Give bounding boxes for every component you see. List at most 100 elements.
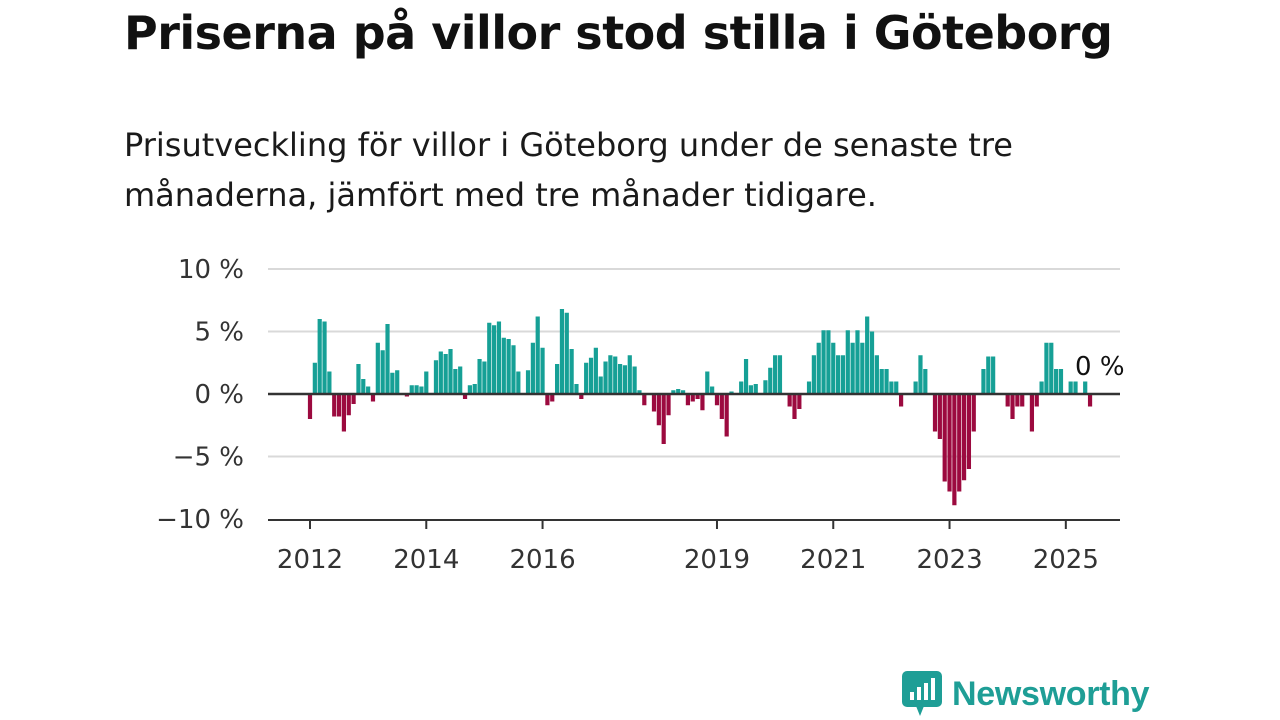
bar (865, 316, 870, 394)
bar (317, 319, 322, 394)
bar (773, 355, 778, 394)
bar (719, 394, 724, 419)
bar (1073, 381, 1078, 394)
bar (816, 342, 821, 394)
bar (433, 360, 439, 394)
bar (535, 316, 540, 394)
bar (492, 325, 497, 394)
bar (889, 381, 894, 394)
bar (957, 394, 962, 492)
bar (642, 394, 647, 406)
bar (608, 355, 613, 394)
bar (482, 361, 487, 394)
bar (550, 394, 555, 402)
bar (918, 355, 923, 394)
y-tick-label: 5 % (194, 318, 244, 348)
bar (836, 355, 841, 394)
bar (593, 347, 598, 394)
bar (821, 330, 826, 394)
bar (390, 372, 395, 394)
bar (792, 394, 797, 419)
bar (627, 355, 632, 394)
bar (351, 394, 356, 404)
bar (1058, 369, 1064, 394)
bar (898, 394, 904, 407)
bar (453, 369, 458, 394)
bar (438, 351, 443, 394)
bar (622, 365, 628, 394)
bar (385, 324, 390, 394)
bar (496, 321, 502, 394)
bar (690, 394, 695, 402)
bar (1083, 381, 1088, 394)
bar (443, 354, 448, 394)
bar (370, 394, 376, 402)
bar (501, 337, 506, 394)
bar (743, 359, 749, 394)
bar (777, 355, 783, 394)
y-tick-label: 10 % (178, 255, 244, 285)
bar (971, 394, 976, 432)
bar (356, 364, 361, 394)
newsworthy-logo: Newsworthy (902, 670, 1150, 718)
newsworthy-logo-text: Newsworthy (952, 674, 1150, 713)
bar (588, 357, 594, 394)
bar (1015, 394, 1020, 407)
bar (753, 384, 758, 394)
bar (680, 390, 686, 394)
bar (986, 356, 991, 394)
bar (671, 390, 676, 394)
bar (666, 394, 671, 416)
bar (850, 342, 855, 394)
bar (676, 389, 681, 394)
bar (811, 355, 816, 394)
bar (307, 394, 313, 419)
bar (380, 350, 385, 394)
bar (991, 356, 996, 394)
bar (710, 386, 715, 394)
bar (409, 385, 414, 394)
bar (1010, 394, 1015, 419)
bar (806, 381, 812, 394)
bar (705, 371, 710, 394)
bar (584, 362, 589, 394)
bar (346, 394, 351, 416)
bar (937, 394, 942, 439)
bar (332, 394, 337, 417)
x-tick-label: 2016 (509, 545, 575, 575)
bar (525, 370, 531, 394)
bar (739, 381, 744, 394)
x-tick-label: 2025 (1033, 545, 1099, 575)
bar (1029, 394, 1035, 432)
bar (695, 394, 700, 399)
bar (923, 369, 928, 394)
bar (579, 394, 584, 399)
bar (540, 347, 545, 394)
bar (651, 394, 657, 412)
bar (545, 394, 550, 406)
bar (840, 355, 846, 394)
chart-subtitle: Prisutveckling för villor i Göteborg und… (124, 126, 1013, 214)
bar (632, 366, 637, 394)
y-tick-label: −5 % (173, 443, 244, 473)
bar (613, 356, 618, 394)
bar (511, 345, 516, 394)
bar (487, 322, 492, 394)
bar (855, 330, 860, 394)
bar (419, 386, 424, 394)
bar (952, 394, 957, 506)
bar (797, 394, 802, 409)
bar (845, 330, 850, 394)
bar (530, 342, 535, 394)
bar (869, 331, 875, 394)
x-tick-label: 2012 (277, 545, 343, 575)
bar (860, 342, 865, 394)
bar (1044, 342, 1049, 394)
bar (748, 385, 753, 394)
bar (961, 394, 967, 481)
bar (395, 370, 400, 394)
bar (879, 369, 884, 394)
bar (913, 381, 918, 394)
bar (942, 394, 947, 482)
